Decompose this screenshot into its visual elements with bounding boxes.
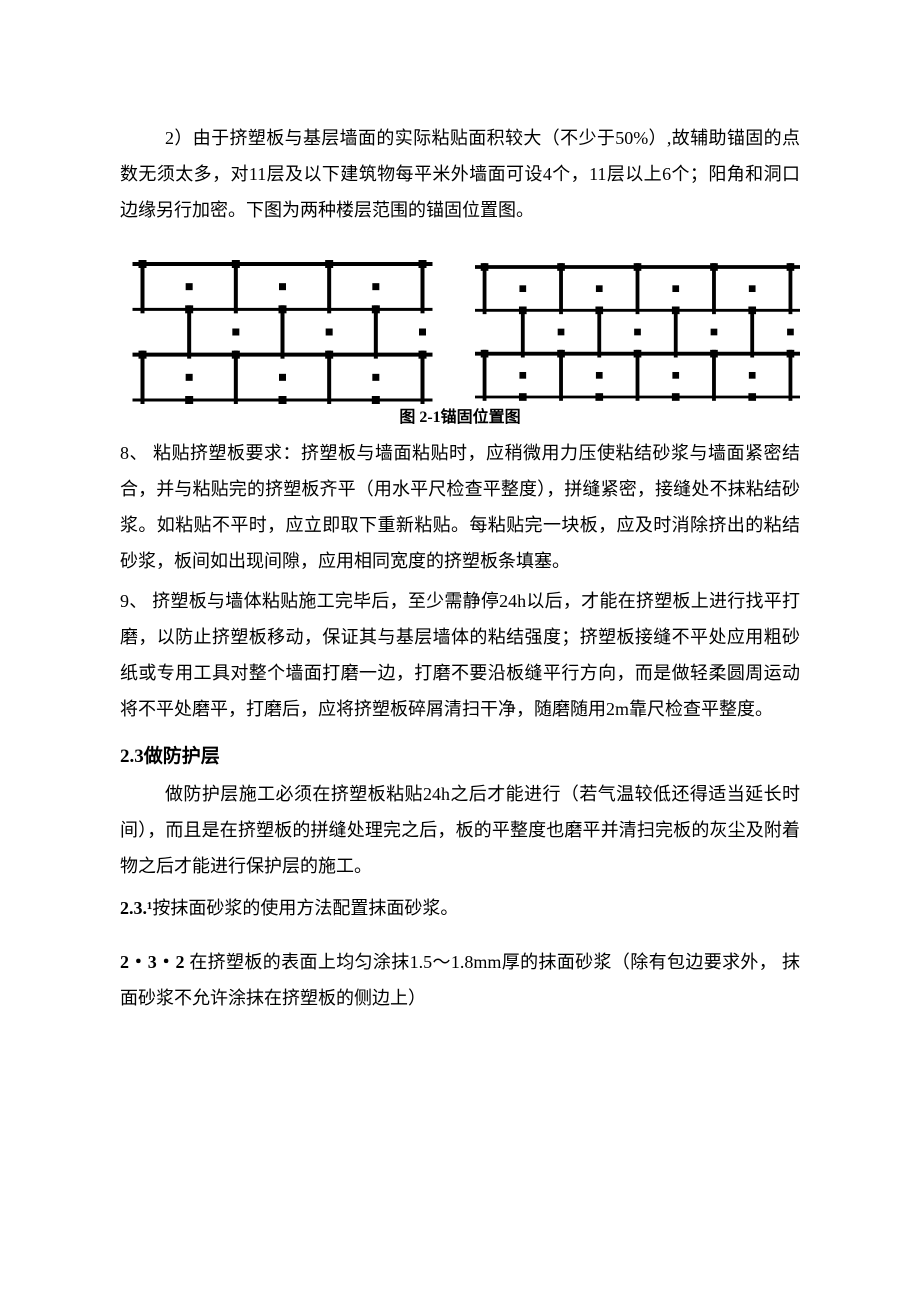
label-2-3-1: 2.3.¹ [120,898,152,918]
item-number-8: 8、 [120,443,148,463]
paragraph-2-3-1: 2.3.¹按抹面砂浆的使用方法配置抹面砂浆。 [120,890,800,926]
paragraph-2-3-intro: 做防护层施工必须在挤塑板粘贴24h之后才能进行（若气温较低还得适当延长时间），而… [120,776,800,884]
text-2-3-2: 在挤塑板的表面上均匀涂抹1.5～1.8mm厚的抹面砂浆（除有包边要求外， 抹面砂… [120,952,800,1008]
text-2-3-1: 按抹面砂浆的使用方法配置抹面砂浆。 [152,898,458,918]
item-text-8: 粘贴挤塑板要求：挤塑板与墙面粘贴时，应稍微用力压使粘结砂浆与墙面紧密结合，并与粘… [120,443,800,571]
heading-2-3: 2.3做防护层 [120,741,800,768]
paragraph-2-3-2: 2・3・2 在挤塑板的表面上均匀涂抹1.5～1.8mm厚的抹面砂浆（除有包边要求… [120,944,800,1016]
paragraph-intro: 2）由于挤塑板与基层墙面的实际粘贴面积较大（不少于50%）,故辅助锚固的点数无须… [120,120,800,228]
item-text-9: 挤塑板与墙体粘贴施工完毕后，至少需静停24h以后，才能在挤塑板上进行找平打磨，以… [120,591,800,719]
item-number-9: 9、 [120,591,148,611]
anchor-diagram-left [120,252,445,417]
figure-2-1: 图 2-1锚固位置图 [120,252,800,427]
label-2-3-2: 2・3・2 [120,952,184,972]
paragraph-9: 9、 挤塑板与墙体粘贴施工完毕后，至少需静停24h以后，才能在挤塑板上进行找平打… [120,583,800,727]
figure-caption: 图 2-1锚固位置图 [120,403,800,427]
paragraph-8: 8、 粘贴挤塑板要求：挤塑板与墙面粘贴时，应稍微用力压使粘结砂浆与墙面紧密结合，… [120,435,800,579]
anchor-diagram-right [475,252,800,417]
